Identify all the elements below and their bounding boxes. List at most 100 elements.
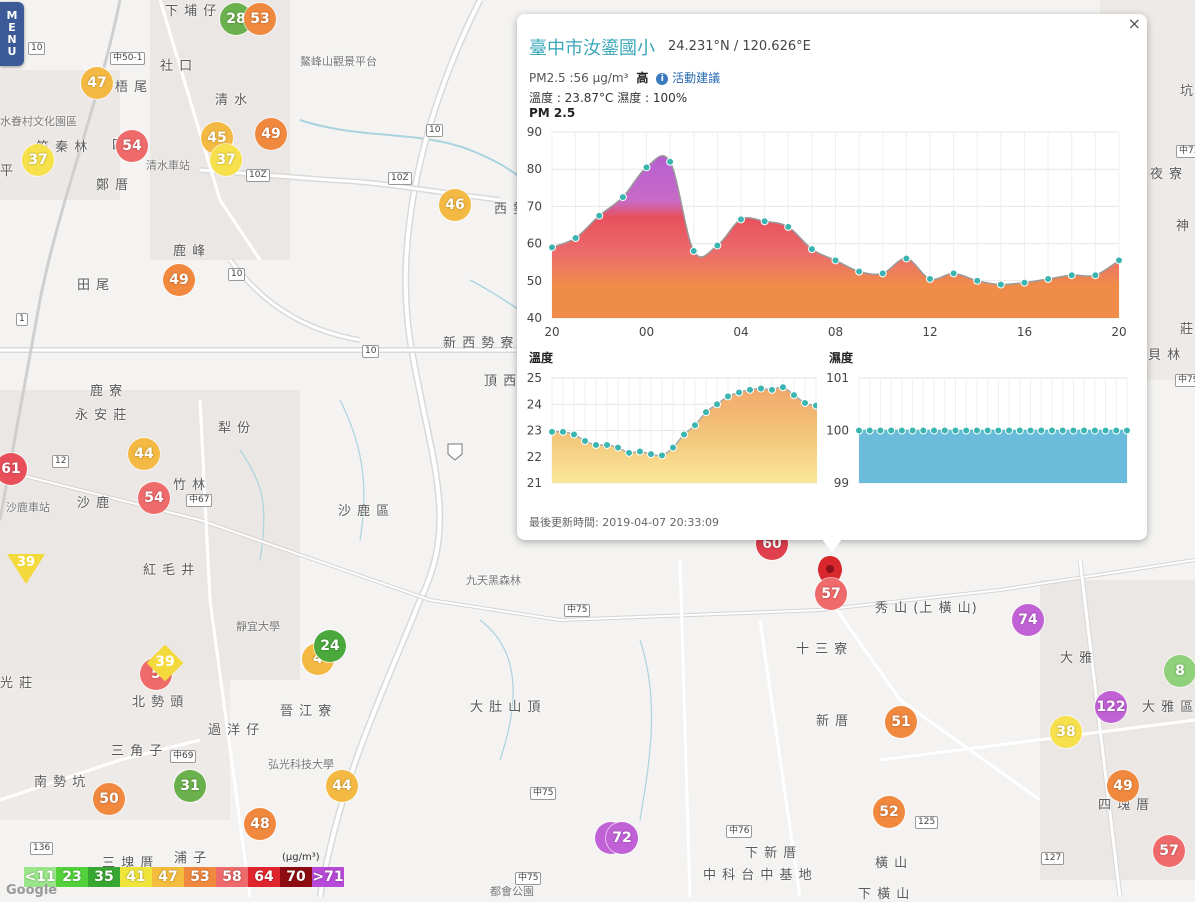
legend-unit: (μg/m³) <box>282 852 320 863</box>
data-point <box>1026 426 1035 435</box>
place-label: 鄭 厝 <box>96 178 130 193</box>
triangle-value: 39 <box>16 555 36 570</box>
aq-marker[interactable]: 57 <box>815 578 847 610</box>
place-label: 清水車站 <box>146 159 190 172</box>
data-point <box>790 391 798 400</box>
data-point <box>919 426 928 435</box>
info-icon[interactable]: i <box>656 73 669 85</box>
place-label: 鰲峰山觀景平台 <box>300 55 377 68</box>
data-point <box>1058 426 1067 435</box>
place-label: 九天黑森林 <box>466 574 521 587</box>
data-point <box>951 426 960 435</box>
activity-advice-link[interactable]: 活動建議 <box>672 71 721 85</box>
data-point <box>926 274 934 283</box>
aq-marker[interactable]: 57 <box>1153 835 1185 867</box>
menu-button[interactable]: M E N U <box>0 2 24 66</box>
place-label: 光 莊 <box>0 676 34 691</box>
road-shield: 中73 <box>1176 145 1195 158</box>
x-tick-label: 08 <box>828 325 843 339</box>
aq-marker[interactable]: 51 <box>885 706 917 738</box>
aq-legend: <11 23 35 41 47 53 58 64 70 >71 <box>24 867 344 887</box>
aq-marker[interactable]: 46 <box>439 189 471 221</box>
y-tick-label: 22 <box>527 450 542 464</box>
road-shield: 中50-1 <box>110 52 146 65</box>
aq-marker[interactable]: 44 <box>128 438 160 470</box>
aq-triangle-marker[interactable]: 39 <box>7 554 45 584</box>
y-tick-label: 23 <box>527 424 542 438</box>
place-label: 沙 鹿 <box>77 496 111 511</box>
place-label: 十 三 寮 <box>796 642 849 657</box>
data-point <box>746 385 754 394</box>
road-shield: 中75 <box>530 787 557 800</box>
place-label: 神 林 <box>1176 219 1195 234</box>
aq-marker[interactable]: 37 <box>210 144 242 176</box>
data-point <box>713 241 722 250</box>
legend-item: <11 <box>24 867 56 887</box>
diamond-value: 39 <box>155 654 175 670</box>
road-shield: 136 <box>30 842 54 855</box>
data-point <box>658 451 666 460</box>
data-point <box>735 388 743 397</box>
data-point <box>581 437 589 445</box>
aq-marker[interactable]: 44 <box>326 770 358 802</box>
place-label: 鹿 峰 <box>173 244 207 259</box>
data-point <box>571 234 580 243</box>
data-point <box>713 400 721 409</box>
aq-marker[interactable]: 54 <box>138 482 170 514</box>
data-point <box>1015 426 1024 435</box>
data-point <box>548 427 556 436</box>
road-shield: 10 <box>362 345 380 358</box>
aq-marker[interactable]: 8 <box>1164 655 1195 687</box>
aq-marker[interactable]: 49 <box>163 264 195 296</box>
place-label: 紅 毛 井 <box>143 563 196 578</box>
aq-marker[interactable]: 61 <box>0 453 27 485</box>
data-point <box>972 426 981 435</box>
aq-marker[interactable]: 54 <box>116 130 148 162</box>
place-label: 竹 林 <box>173 478 207 493</box>
road-shield: 10Z <box>246 169 270 182</box>
aq-marker[interactable]: 74 <box>1012 604 1044 636</box>
place-label: 鹿 寮 <box>90 384 124 399</box>
aq-marker[interactable]: 48 <box>244 808 276 840</box>
data-point <box>930 426 939 435</box>
road-shield: 1 <box>16 313 28 326</box>
road-shield: 中79 <box>1175 374 1195 387</box>
data-point <box>855 426 863 435</box>
y-tick-label: 100 <box>826 424 849 438</box>
data-point <box>1037 426 1046 435</box>
aq-marker[interactable]: 72 <box>606 822 638 854</box>
aq-marker[interactable]: 38 <box>1050 716 1082 748</box>
x-tick-label: 20 <box>1111 325 1126 339</box>
aq-marker[interactable]: 49 <box>1107 770 1139 802</box>
aq-marker[interactable]: 37 <box>22 144 54 176</box>
data-point <box>669 443 677 452</box>
data-point <box>1115 256 1123 265</box>
aq-marker[interactable]: 50 <box>93 783 125 815</box>
aq-marker[interactable]: 47 <box>81 67 113 99</box>
aq-marker[interactable]: 24 <box>314 630 346 662</box>
data-point <box>689 247 698 256</box>
road-shield: 10 <box>228 268 246 281</box>
data-point <box>680 430 688 439</box>
data-point <box>1069 426 1078 435</box>
station-title-link[interactable]: 臺中市汝鎏國小 <box>529 38 655 59</box>
data-point <box>973 276 982 285</box>
aq-marker[interactable]: 122 <box>1095 691 1127 723</box>
aq-marker[interactable]: 52 <box>873 796 905 828</box>
place-label: 新 厝 <box>816 714 850 729</box>
y-tick-label: 70 <box>527 199 542 213</box>
y-tick-label: 21 <box>527 476 542 490</box>
road-shield: 10Z <box>388 172 412 185</box>
y-tick-label: 101 <box>826 371 849 385</box>
aq-marker[interactable]: 31 <box>174 770 206 802</box>
aq-marker[interactable]: 53 <box>244 3 276 35</box>
y-tick-label: 60 <box>527 237 542 251</box>
data-point <box>1112 426 1121 435</box>
temp-humidity-reading: 溫度 : 23.87°C 濕度 : 100% <box>529 91 688 105</box>
place-label: 下 埔 仔 <box>165 4 218 19</box>
close-icon[interactable]: × <box>1127 14 1141 33</box>
y-tick-label: 80 <box>527 162 542 176</box>
aq-marker[interactable]: 49 <box>255 118 287 150</box>
data-point <box>779 383 787 392</box>
data-point <box>878 269 887 278</box>
